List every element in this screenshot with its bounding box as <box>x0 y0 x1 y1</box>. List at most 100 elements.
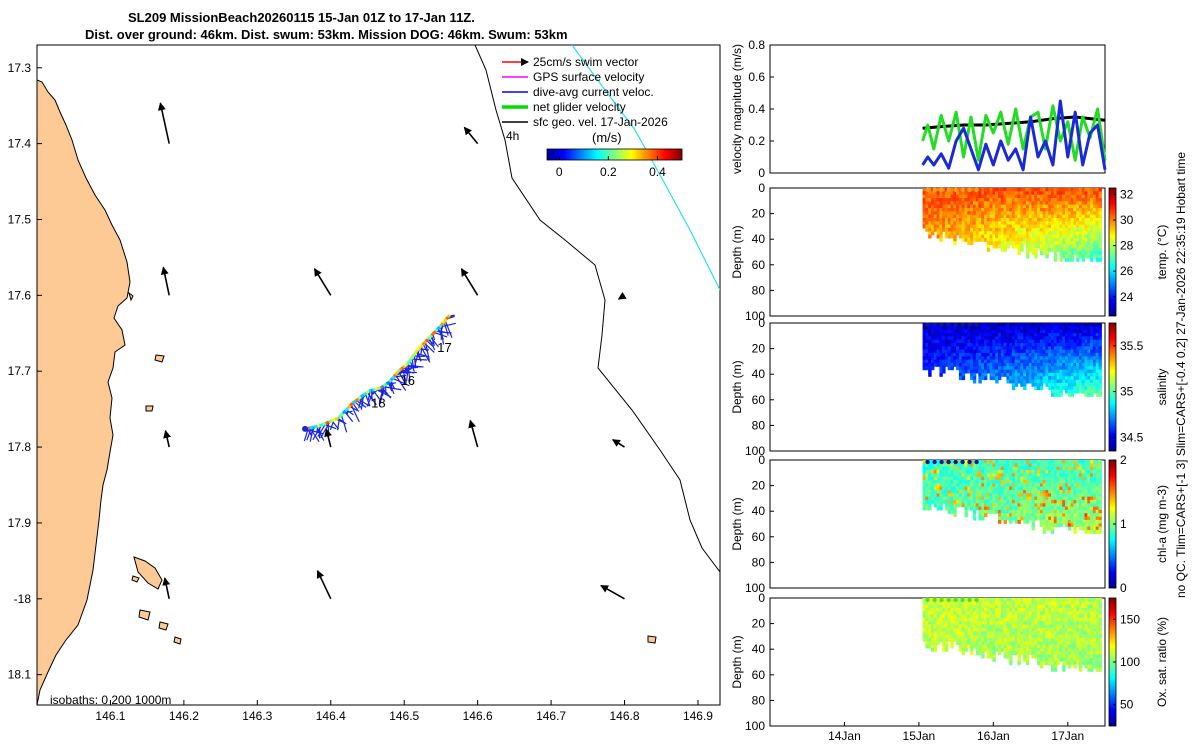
section-cell <box>1020 231 1024 236</box>
section-cell <box>975 333 980 337</box>
section-cell <box>984 614 988 619</box>
section-cell <box>1087 526 1091 531</box>
section-cell <box>956 499 960 504</box>
section-cell <box>1076 483 1080 488</box>
depth-tick-label: 20 <box>752 479 766 493</box>
section-cell <box>961 234 966 239</box>
section-cell <box>1037 637 1041 642</box>
section-cell <box>998 621 1002 626</box>
section-cell <box>972 214 977 219</box>
section-cell <box>1053 359 1058 364</box>
section-cell <box>939 624 943 629</box>
section-cell <box>1087 379 1091 384</box>
section-cell <box>1025 631 1030 636</box>
colorbar-tick-label: 30 <box>1120 213 1134 227</box>
section-cell <box>961 601 966 606</box>
section-cell <box>1034 506 1038 511</box>
section-cell <box>961 221 966 226</box>
section-cell <box>958 366 963 371</box>
section-cell <box>1095 382 1100 387</box>
section-cell <box>1092 634 1097 639</box>
section-cell <box>1048 323 1052 327</box>
section-cell <box>1017 251 1021 256</box>
section-cell <box>1011 244 1016 249</box>
section-cell <box>936 604 940 609</box>
section-cell <box>1006 503 1010 508</box>
section-cell <box>964 356 968 361</box>
section-cell <box>1034 493 1038 498</box>
section-cell <box>1000 211 1005 216</box>
section-cell <box>1028 329 1033 334</box>
section-cell <box>995 201 999 206</box>
section-cell <box>1087 661 1091 666</box>
section-cell <box>942 356 946 361</box>
section-cell <box>1037 214 1041 219</box>
section-cell <box>942 343 946 347</box>
glider-track-segment <box>428 334 433 339</box>
section-cell <box>1098 247 1102 252</box>
glider-track-segment <box>349 402 354 407</box>
section-cell <box>1098 463 1102 468</box>
section-cell <box>989 343 993 347</box>
section-cell <box>1025 356 1030 361</box>
section-cell <box>1065 661 1069 666</box>
section-cell <box>958 486 963 491</box>
section-cell <box>1067 241 1072 246</box>
section-cell <box>1034 369 1038 374</box>
section-cell <box>1042 493 1047 498</box>
section-cell <box>1070 198 1074 202</box>
section-cell <box>1039 376 1044 381</box>
section-cell <box>995 647 999 652</box>
section-cell <box>1090 618 1094 622</box>
section-cell <box>964 191 968 196</box>
section-cell <box>939 191 943 196</box>
section-cell <box>1003 353 1007 357</box>
section-cell <box>1056 661 1060 666</box>
section-cell <box>961 349 966 354</box>
section-cell <box>992 244 996 249</box>
surface-sample-dot <box>953 459 958 465</box>
section-cell <box>1039 208 1044 212</box>
section-cell <box>939 356 943 361</box>
island <box>133 556 163 590</box>
section-cell <box>1092 349 1097 354</box>
section-cell <box>1011 483 1016 488</box>
section-cell <box>1092 506 1097 511</box>
section-cell <box>1078 359 1083 364</box>
section-cell <box>1045 654 1049 659</box>
section-cell <box>942 339 946 344</box>
section-cell <box>1059 634 1063 639</box>
section-cell <box>956 470 960 474</box>
section-cell <box>953 224 957 229</box>
section-cell <box>1034 372 1038 377</box>
section-cell <box>1031 237 1035 242</box>
section-cell <box>1017 611 1021 616</box>
section-cell <box>1031 194 1035 199</box>
section-cell <box>1023 234 1027 239</box>
section-cell <box>995 628 999 632</box>
dive-avg-current-vector <box>392 377 410 387</box>
section-cell <box>944 208 949 212</box>
section-cell <box>933 194 938 199</box>
section-cell <box>1011 621 1016 626</box>
section-cell <box>1045 211 1049 216</box>
section-cell <box>1051 526 1055 531</box>
section-cell <box>1025 647 1030 652</box>
section-cell <box>1034 188 1038 192</box>
section-cell <box>1028 496 1033 501</box>
section-cell <box>1042 526 1047 531</box>
section-cell <box>961 326 966 331</box>
section-cell <box>1065 191 1069 196</box>
section-cell <box>986 608 991 612</box>
section-cell <box>981 496 985 501</box>
section-cell <box>981 349 985 354</box>
section-cell <box>956 356 960 361</box>
section-cell <box>986 604 991 609</box>
section-cell <box>1073 614 1077 619</box>
section-cell <box>1025 353 1030 357</box>
section-cell <box>961 218 966 222</box>
section-cell <box>1048 654 1052 659</box>
section-cell <box>925 346 929 351</box>
section-cell <box>1048 490 1052 494</box>
section-cell <box>1078 389 1083 394</box>
